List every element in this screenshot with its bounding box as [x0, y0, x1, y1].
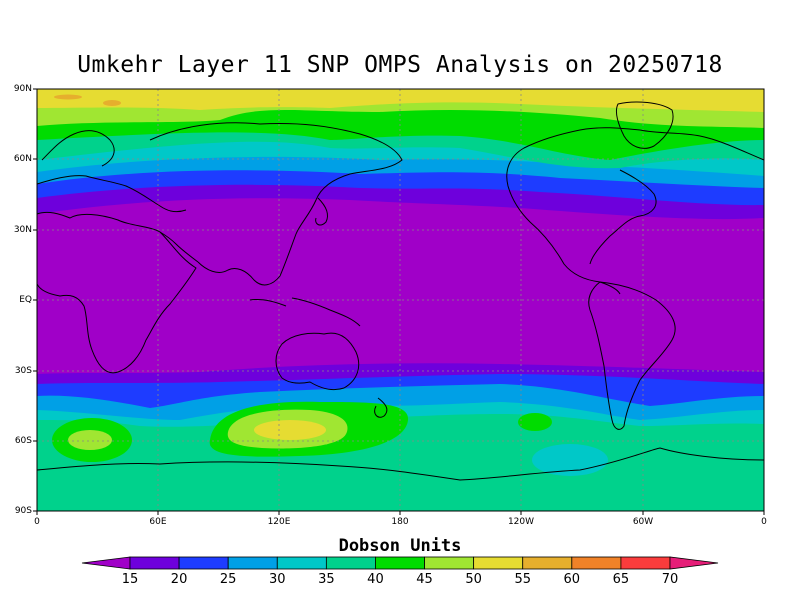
- contour-fill: [37, 89, 764, 511]
- lon-label-180: 180: [391, 517, 409, 527]
- band-35-south-patch: [532, 444, 608, 476]
- colorbar-tick-label: 65: [612, 572, 630, 587]
- colorbar-tick-label: 40: [367, 572, 384, 587]
- coastlines: [37, 101, 764, 481]
- axis-ticks: [33, 88, 765, 515]
- colorbar-tick-label: 45: [416, 572, 433, 587]
- colorbar-tick-label: 70: [661, 572, 679, 587]
- lon-label-0-east: 0: [761, 517, 767, 527]
- colorbar-tick-label: 55: [514, 572, 531, 587]
- graticule: [37, 89, 764, 511]
- band-55-south-blob: [254, 420, 326, 440]
- map-title: Umkehr Layer 11 SNP OMPS Analysis on 202…: [77, 52, 723, 78]
- colorbar-title: Dobson Units: [338, 536, 462, 556]
- colorbar-tick-label: 30: [268, 572, 286, 587]
- band-55-north: [37, 89, 764, 112]
- lat-label-90n: 90N: [13, 84, 32, 94]
- lat-label-90s: 90S: [14, 506, 32, 516]
- band-50-south-blob2: [68, 430, 112, 450]
- colorbar-tick-label: 15: [121, 572, 139, 587]
- colorbar-tick-label: 20: [170, 572, 188, 587]
- colorbar-tick-label: 60: [563, 572, 581, 587]
- band-60-north-spot2: [54, 94, 82, 100]
- lon-label-60e: 60E: [149, 517, 167, 527]
- lat-label-30s: 30S: [14, 366, 32, 376]
- colorbar-tick-label: 50: [465, 572, 482, 587]
- lat-label-30n: 30N: [13, 225, 32, 235]
- lon-label-120e: 120E: [267, 517, 291, 527]
- lon-label-60w: 60W: [632, 517, 654, 527]
- band-45-south-blob3: [518, 413, 552, 431]
- lat-label-60n: 60N: [13, 154, 32, 164]
- lon-label-120w: 120W: [507, 517, 535, 527]
- lon-label-0: 0: [34, 517, 40, 527]
- lat-label-60s: 60S: [14, 436, 32, 446]
- colorbar-tick-label: 35: [318, 572, 335, 587]
- band-60-north-spot: [103, 100, 121, 106]
- colorbar-tick-label: 25: [219, 572, 237, 587]
- lat-label-eq: EQ: [19, 295, 32, 305]
